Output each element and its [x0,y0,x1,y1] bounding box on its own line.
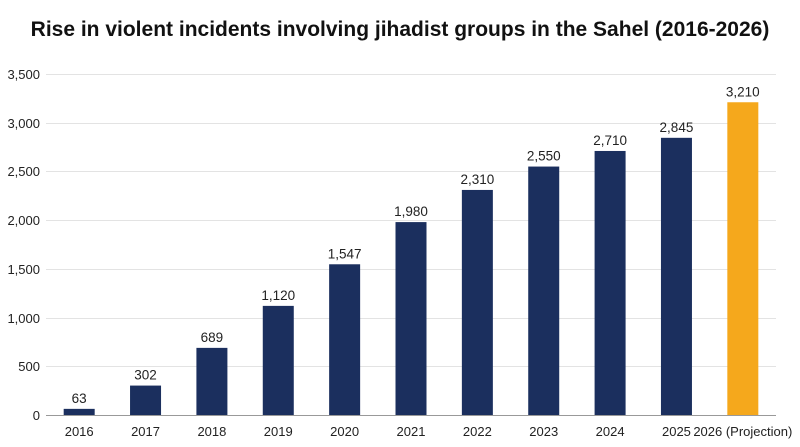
x-tick-label: 2020 [330,424,359,439]
y-axis: 0 500 1,000 1,500 2,000 2,500 3,000 3,500 [7,67,40,423]
y-tick-label: 3,500 [7,67,40,82]
bar [196,347,228,415]
bar-value-label: 1,120 [261,288,295,303]
bar-projection [727,102,759,416]
bar [594,150,626,415]
bar-value-label: 3,210 [726,84,760,99]
bar-value-label: 1,980 [394,204,428,219]
bar-value-label: 2,710 [593,133,627,148]
x-tick-label: 2019 [264,424,293,439]
bar-value-label: 2,845 [660,120,694,135]
bar-value-label: 1,547 [328,246,362,261]
bar [329,264,361,415]
x-tick-label: 2026 (Projection) [693,424,792,439]
x-tick-label: 2016 [65,424,94,439]
x-tick-label: 2017 [131,424,160,439]
y-tick-label: 1,000 [7,311,40,326]
y-tick-label: 500 [18,359,40,374]
x-tick-label: 2021 [397,424,426,439]
x-tick-label: 2022 [463,424,492,439]
y-tick-label: 0 [33,408,40,423]
bar-value-label: 63 [72,391,87,406]
chart-title: Rise in violent incidents involving jiha… [30,18,770,41]
y-tick-label: 1,500 [7,262,40,277]
y-tick-label: 3,000 [7,116,40,131]
bar-value-label: 689 [201,330,224,345]
bar-value-label: 2,550 [527,149,561,164]
x-axis: 2016 2017 2018 2019 2020 2021 2022 2023 2024 2025… [46,415,792,439]
bar-value-labels: 63 302 689 1,120 1,547 1,980 2,310 2,550 2,710 2,… [72,84,760,406]
bar [63,408,95,415]
bar [461,189,493,415]
bar-value-label: 302 [134,368,157,383]
x-tick-label: 2024 [596,424,625,439]
bar [130,385,162,415]
bar [528,166,560,415]
bar [660,137,692,415]
x-tick-label: 2023 [529,424,558,439]
y-tick-label: 2,500 [7,164,40,179]
bar [395,222,427,415]
bar [262,305,294,415]
x-tick-label: 2018 [197,424,226,439]
x-tick-label: 2025 [662,424,691,439]
bar-value-label: 2,310 [460,172,494,187]
bars [63,102,759,416]
y-tick-label: 2,000 [7,213,40,228]
